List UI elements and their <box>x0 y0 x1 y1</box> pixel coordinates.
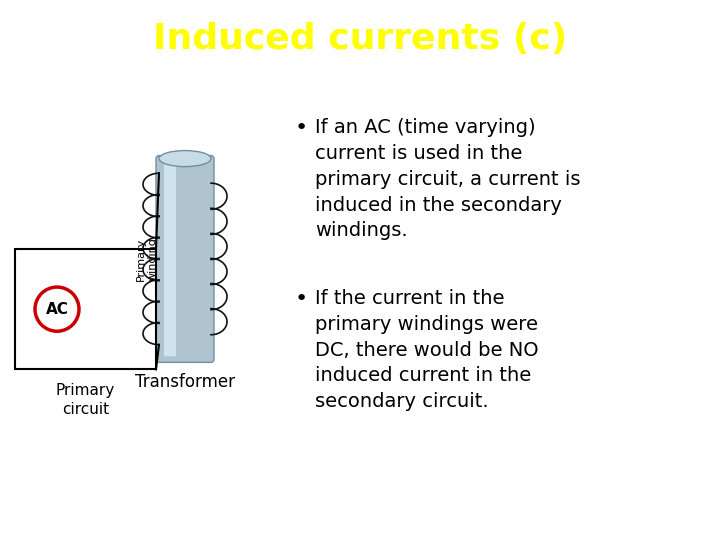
Bar <box>15 249 156 369</box>
Text: Transformer: Transformer <box>135 373 235 392</box>
Text: •: • <box>295 118 308 138</box>
Ellipse shape <box>159 151 211 167</box>
Text: If the current in the
primary windings were
DC, there would be NO
induced curren: If the current in the primary windings w… <box>315 289 539 411</box>
Text: Primary
winding: Primary winding <box>136 237 158 281</box>
Text: If an AC (time varying)
current is used in the
primary circuit, a current is
ind: If an AC (time varying) current is used … <box>315 118 580 240</box>
Text: AC: AC <box>45 302 68 316</box>
FancyBboxPatch shape <box>156 156 214 362</box>
Text: Induced currents (c): Induced currents (c) <box>153 22 567 56</box>
Text: Primary
circuit: Primary circuit <box>56 383 115 417</box>
FancyBboxPatch shape <box>164 161 176 356</box>
Text: •: • <box>295 289 308 309</box>
Circle shape <box>35 287 79 331</box>
